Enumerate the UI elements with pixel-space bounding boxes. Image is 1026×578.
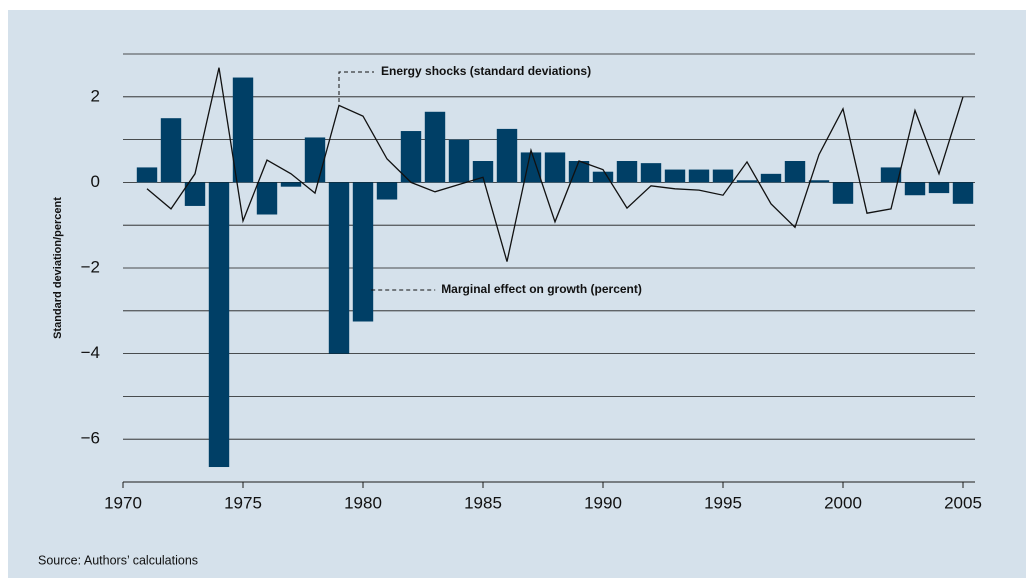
bar xyxy=(544,152,566,183)
bar xyxy=(784,161,806,183)
bar xyxy=(496,128,518,183)
x-tick-label: 1995 xyxy=(704,493,742,512)
bar xyxy=(376,182,398,200)
x-tick-label: 1990 xyxy=(584,493,622,512)
annotation: Marginal effect on growth (percent) xyxy=(441,282,642,296)
bar xyxy=(520,152,542,183)
x-tick-label: 1970 xyxy=(104,493,142,512)
annotation: Energy shocks (standard deviations) xyxy=(381,64,591,78)
bar xyxy=(880,167,902,183)
x-tick-label: 2000 xyxy=(824,493,862,512)
bar xyxy=(304,137,326,183)
bar xyxy=(568,161,590,183)
x-tick-label: 1980 xyxy=(344,493,382,512)
line xyxy=(146,67,964,262)
bar xyxy=(616,161,638,183)
y-tick-label: 0 xyxy=(91,172,100,191)
bar xyxy=(640,163,662,183)
bar xyxy=(472,161,494,183)
bar xyxy=(136,167,158,183)
y-tick-label: −2 xyxy=(81,257,100,276)
annotation-leader xyxy=(338,71,374,102)
source-note: Source: Authors’ calculations xyxy=(38,553,198,567)
bar xyxy=(736,180,758,183)
bar xyxy=(832,182,854,204)
y-axis-label: Standard deviation/percent xyxy=(52,197,64,339)
bar xyxy=(280,182,302,187)
y-tick-label: −4 xyxy=(81,343,100,362)
bar xyxy=(664,169,686,183)
bar xyxy=(160,118,182,183)
bar xyxy=(760,173,782,183)
bar xyxy=(712,169,734,183)
y-tick-label: −6 xyxy=(81,429,100,448)
bar xyxy=(256,182,278,215)
bar xyxy=(208,182,230,468)
x-tick-label: 1985 xyxy=(464,493,502,512)
y-tick-label: 2 xyxy=(91,86,100,105)
x-tick-label: 2005 xyxy=(944,493,982,512)
x-tick-label: 1975 xyxy=(224,493,262,512)
bar xyxy=(904,182,926,196)
bar xyxy=(952,182,974,204)
bar xyxy=(808,180,830,183)
bar xyxy=(400,131,422,183)
bar xyxy=(448,139,470,183)
bar xyxy=(688,169,710,183)
bar xyxy=(928,182,950,194)
bar xyxy=(424,111,446,183)
panel-background xyxy=(8,10,1026,578)
bar xyxy=(592,171,614,183)
bar xyxy=(184,182,206,206)
bar xyxy=(328,182,350,354)
bar xyxy=(352,182,374,322)
bar xyxy=(232,77,254,183)
